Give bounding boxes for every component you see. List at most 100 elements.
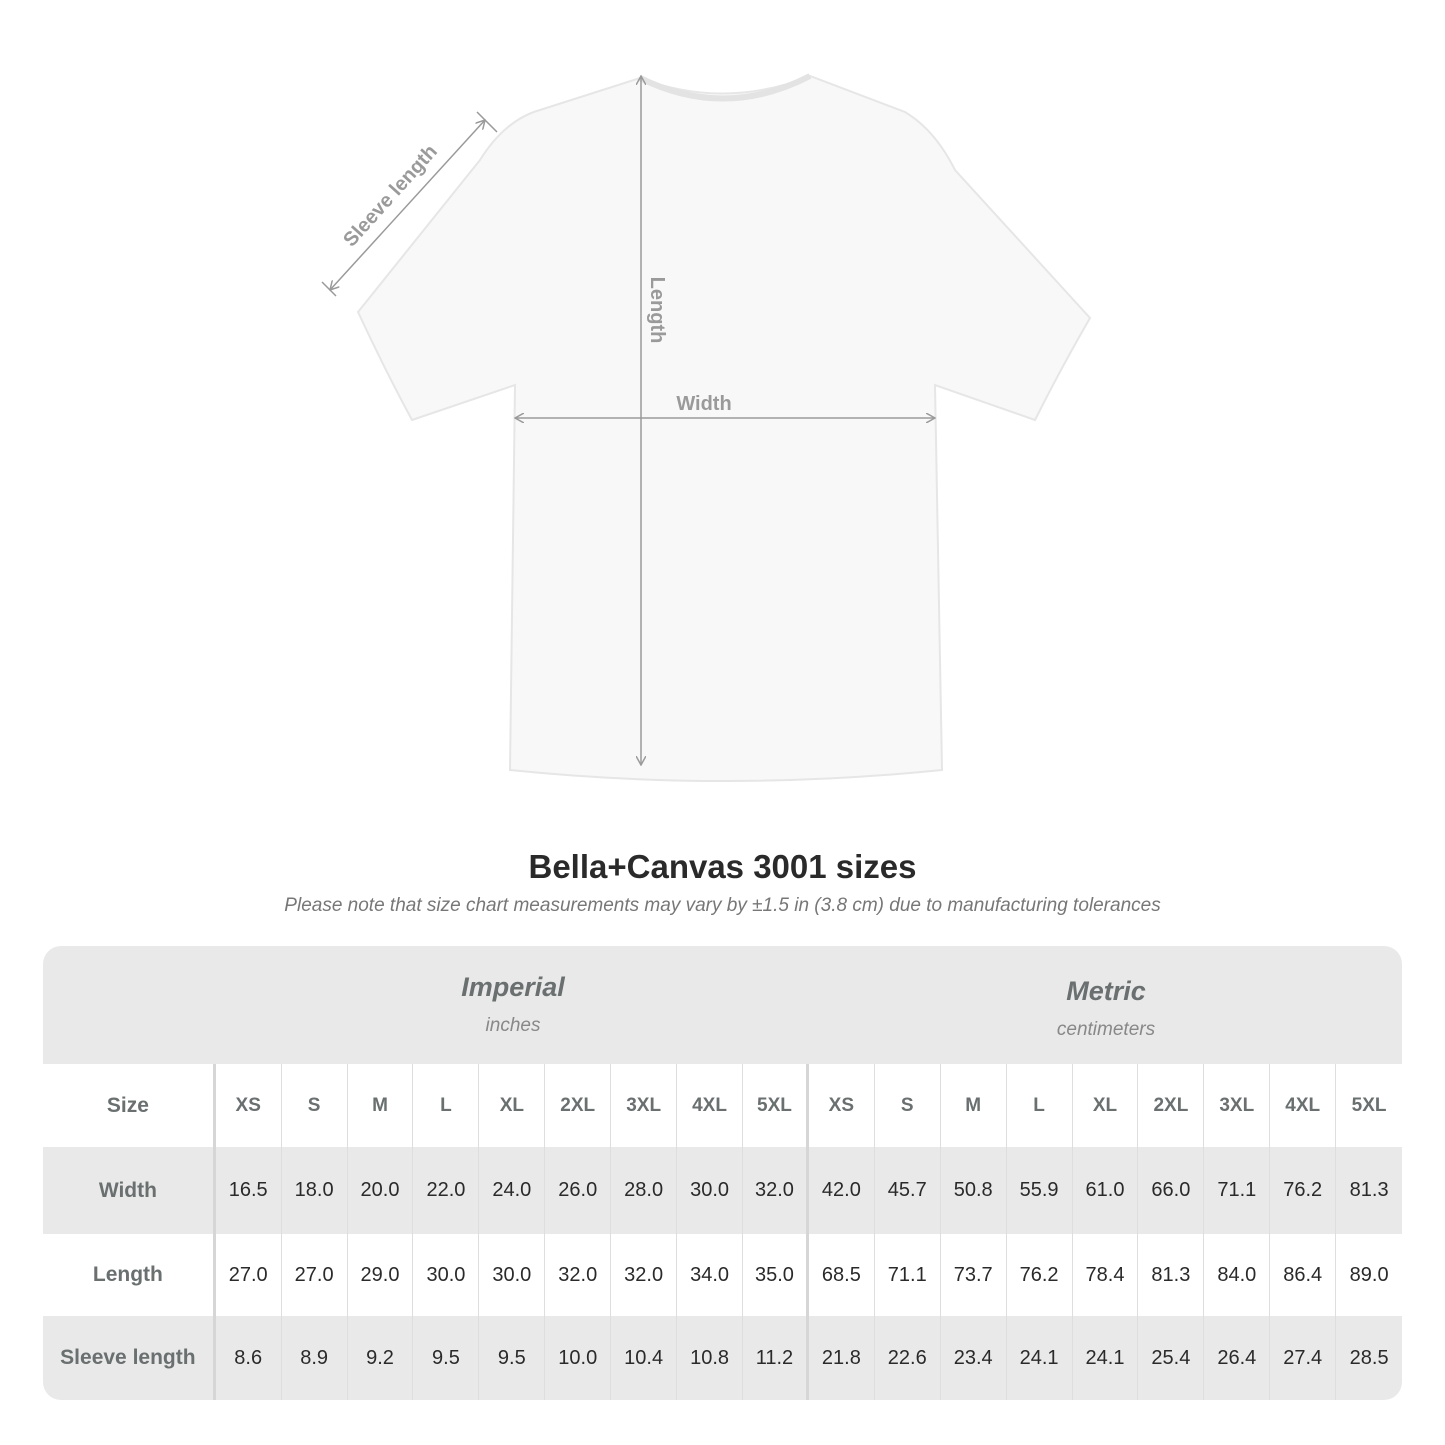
tshirt-shape	[356, 74, 1092, 782]
table-cell: 29.0	[348, 1234, 414, 1316]
table-row: Sleeve length 8.6 8.9 9.2 9.5 9.5 10.0 10.4 10.…	[43, 1316, 1402, 1400]
row-label: Size	[43, 1064, 216, 1147]
table-cell: 84.0	[1204, 1234, 1271, 1316]
table-cell: 81.3	[1349, 1179, 1389, 1201]
table-cell: 32.0	[545, 1234, 612, 1316]
table-cell: 76.2	[1007, 1234, 1073, 1316]
table-cell: 71.1	[875, 1234, 941, 1316]
table-cell: 8.6	[216, 1316, 282, 1400]
table-cell: 26.0	[545, 1147, 612, 1234]
size-header-cell: 3XL	[611, 1064, 678, 1147]
size-header-cell: 3XL	[1204, 1064, 1271, 1147]
row-label: Width	[43, 1147, 216, 1234]
size-header-cell: 4XL	[1270, 1064, 1337, 1147]
metric-header: Metric centimeters	[810, 946, 1402, 1094]
sleeve-measure-line	[330, 120, 485, 290]
size-header-cell: 2XL	[1138, 1064, 1205, 1147]
size-header-cell: 4XL	[677, 1064, 743, 1147]
table-cell: 9.5	[479, 1316, 546, 1400]
table-row: Length 27.0 27.0 29.0 30.0 30.0 32.0 32.0 34.0 3…	[43, 1234, 1402, 1316]
table-cell: 50.8	[941, 1147, 1007, 1234]
table-cell: 8.9	[282, 1316, 348, 1400]
table-cell: 27.0	[216, 1234, 282, 1316]
imperial-heading: Imperial	[461, 972, 565, 1002]
table-cell: 22.0	[413, 1147, 480, 1234]
row-band	[43, 1147, 1402, 1234]
size-header-cell: XS	[809, 1064, 875, 1147]
size-header-cell: XL	[1073, 1064, 1139, 1147]
size-header-cell: M	[941, 1064, 1007, 1147]
header-band	[43, 946, 1402, 1064]
size-header-cell: 5XL	[1351, 1094, 1387, 1116]
size-header-cell: XS	[216, 1064, 282, 1147]
table-cell: 26.4	[1204, 1316, 1271, 1400]
length-label: Length	[646, 277, 668, 344]
size-row: Size XS S M L XL 2XL 3XL 4XL 5XL XS S M L XL 2XL 3XL 4XL…	[43, 1064, 1402, 1147]
size-header-cell: XL	[479, 1064, 546, 1147]
sleeve-tick	[476, 111, 498, 133]
table-cell: 86.4	[1270, 1234, 1337, 1316]
table-cell: 45.7	[875, 1147, 941, 1234]
table-cell: 28.5	[1349, 1346, 1389, 1369]
width-label: Width	[676, 393, 731, 415]
table-cell: 32.0	[743, 1147, 809, 1234]
collar	[638, 73, 812, 102]
table-cell: 20.0	[348, 1147, 414, 1234]
metric-unit: centimeters	[1056, 1019, 1156, 1040]
table-cell: 24.1	[1007, 1316, 1073, 1400]
imperial-header: Imperial inches	[216, 946, 810, 1090]
table-cell: 42.0	[809, 1147, 875, 1234]
table-cell: 55.9	[1007, 1147, 1073, 1234]
table-cell: 61.0	[1073, 1147, 1139, 1234]
size-header-cell: 5XL	[743, 1064, 809, 1147]
table-cell: 34.0	[677, 1234, 743, 1316]
table-cell: 30.0	[677, 1147, 743, 1234]
table-cell: 30.0	[413, 1234, 480, 1316]
table-cell: 10.0	[545, 1316, 612, 1400]
table-cell: 16.5	[216, 1147, 282, 1234]
table-cell: 10.4	[611, 1316, 678, 1400]
table-cell: 21.8	[809, 1316, 875, 1400]
table-cell: 25.4	[1138, 1316, 1205, 1400]
size-header-cell: L	[413, 1064, 480, 1147]
row-band	[43, 1316, 1402, 1400]
table-cell: 9.2	[348, 1316, 414, 1400]
table-cell: 78.4	[1073, 1234, 1139, 1316]
sleeve-tick	[321, 281, 337, 297]
row-label: Sleeve length	[43, 1316, 216, 1400]
table-cell: 68.5	[809, 1234, 875, 1316]
metric-heading: Metric	[1066, 976, 1146, 1006]
imperial-unit: inches	[485, 1015, 541, 1036]
table-cell: 27.4	[1270, 1316, 1337, 1400]
table-cell: 73.7	[941, 1234, 1007, 1316]
table-cell: 22.6	[875, 1316, 941, 1400]
table-cell: 24.1	[1073, 1316, 1139, 1400]
size-header-cell: S	[875, 1064, 941, 1147]
table-cell: 81.3	[1138, 1234, 1205, 1316]
table-cell: 9.5	[413, 1316, 480, 1400]
size-header-cell: 2XL	[545, 1064, 612, 1147]
table-cell: 76.2	[1270, 1147, 1337, 1234]
table-cell: 32.0	[611, 1234, 678, 1316]
table-cell: 66.0	[1138, 1147, 1205, 1234]
table-cell: 71.1	[1204, 1147, 1271, 1234]
table-cell: 35.0	[743, 1234, 809, 1316]
size-header-cell: L	[1007, 1064, 1073, 1147]
table-row: Width 16.5 18.0 20.0 22.0 24.0 26.0 28.0 30.0 32…	[43, 1147, 1402, 1234]
table-cell: 10.8	[677, 1316, 743, 1400]
table-cell: 24.0	[479, 1147, 546, 1234]
table-cell: 11.2	[743, 1316, 809, 1400]
page-title: Bella+Canvas 3001 sizes	[528, 848, 917, 885]
table-cell: 23.4	[941, 1316, 1007, 1400]
tshirt-diagram: Sleeve length Length Width	[321, 73, 1092, 782]
size-header-cell: S	[282, 1064, 348, 1147]
size-header-cell: M	[348, 1064, 414, 1147]
table-cell: 28.0	[611, 1147, 678, 1234]
table-cell: 27.0	[282, 1234, 348, 1316]
table-cell: 89.0	[1349, 1263, 1389, 1286]
table-cell: 30.0	[479, 1234, 546, 1316]
table-cell: 18.0	[282, 1147, 348, 1234]
size-table: Imperial inches Metric centimeters Size …	[43, 946, 1402, 1400]
tolerance-note: Please note that size chart measurements…	[284, 895, 1161, 916]
row-label: Length	[43, 1234, 216, 1316]
